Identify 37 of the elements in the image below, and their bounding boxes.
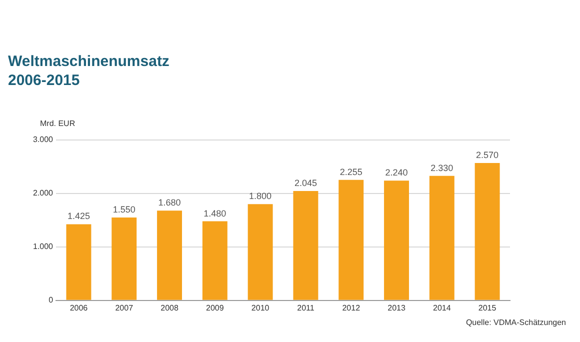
bar [66, 224, 92, 300]
y-tick-label: 2.000 [32, 188, 54, 198]
y-axis-title: Mrd. EUR [40, 119, 76, 128]
data-label: 2.240 [385, 168, 408, 178]
x-tick-label: 2013 [388, 303, 406, 312]
y-tick-label: 1.000 [32, 242, 54, 252]
x-tick-label: 2014 [433, 303, 452, 312]
x-tick-label: 2007 [115, 303, 134, 312]
x-tick-label: 2012 [342, 303, 361, 312]
bar [474, 162, 500, 300]
chart-title: Weltmaschinenumsatz 2006-2015 [8, 52, 170, 90]
source-note: Quelle: VDMA-Schätzungen [466, 318, 566, 327]
y-tick-label: 3.000 [32, 135, 54, 144]
data-label: 1.480 [204, 208, 226, 218]
data-label: 2.330 [430, 162, 454, 173]
x-tick-label: 2010 [251, 303, 270, 312]
bar [202, 221, 228, 300]
bar [248, 204, 273, 300]
bar [338, 180, 364, 300]
x-tick-label: 2011 [297, 303, 315, 312]
data-label: 2.255 [340, 166, 362, 177]
x-tick-label: 2009 [206, 303, 224, 312]
data-label: 2.045 [294, 178, 317, 188]
data-label: 1.550 [112, 204, 136, 215]
bar [384, 180, 409, 300]
y-tick-label: 0 [48, 296, 54, 305]
x-tick-label: 2006 [70, 303, 88, 312]
data-label: 1.680 [158, 198, 181, 208]
bar [293, 191, 318, 300]
data-label: 1.425 [67, 211, 90, 222]
data-label: 2.570 [476, 150, 499, 160]
x-tick-label: 2008 [160, 303, 179, 312]
bar [112, 218, 137, 300]
bar [157, 210, 182, 300]
x-tick-label: 2015 [478, 303, 497, 312]
bar [429, 176, 454, 300]
data-label: 1.800 [249, 191, 272, 202]
